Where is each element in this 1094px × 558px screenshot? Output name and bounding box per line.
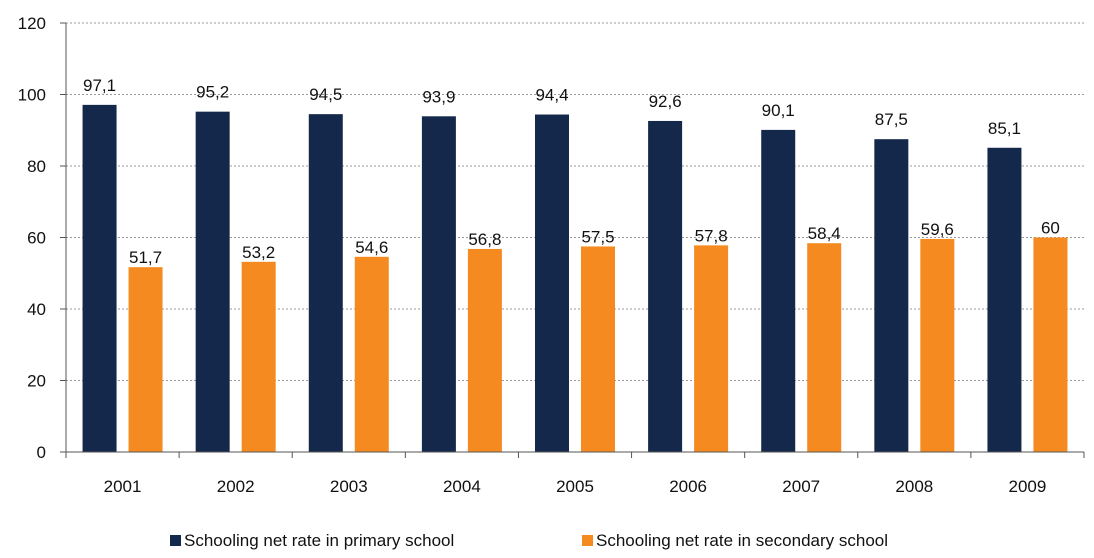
y-tick-label: 80 [27, 157, 46, 176]
legend-label: Schooling net rate in secondary school [596, 531, 888, 550]
data-label-primary: 93,9 [422, 87, 455, 106]
data-label-primary: 87,5 [875, 110, 908, 129]
bar-secondary [1033, 237, 1068, 452]
data-label-secondary: 53,2 [242, 243, 275, 262]
bar-primary [308, 114, 343, 452]
data-label-secondary: 51,7 [129, 248, 162, 267]
bar-primary [874, 139, 909, 452]
bar-secondary [241, 261, 276, 452]
bar-secondary [581, 246, 615, 452]
x-tick-label: 2002 [217, 477, 255, 496]
axis-layer: 0 20 40 60 80 100 120 [18, 14, 1085, 462]
data-label-primary: 97,1 [83, 76, 116, 95]
data-label-secondary: 57,5 [581, 227, 614, 246]
data-label-secondary: 60 [1041, 219, 1060, 238]
grid-layer [66, 22, 1084, 381]
y-tick-label: 60 [27, 229, 46, 248]
data-label-secondary: 56,8 [468, 230, 501, 249]
x-tick-label: 2001 [104, 477, 142, 496]
legend-swatch [170, 535, 181, 546]
data-label-primary: 92,6 [649, 92, 682, 111]
bar-secondary [128, 267, 163, 452]
data-label-secondary: 59,6 [921, 220, 954, 239]
bar-primary [987, 147, 1022, 452]
x-tick-label: 2008 [895, 477, 933, 496]
legend: Schooling net rate in primary school Scho… [170, 531, 888, 550]
data-label-secondary: 58,4 [808, 224, 841, 243]
bar-primary [535, 114, 569, 453]
legend-swatch [582, 535, 593, 546]
y-tick-label: 40 [27, 300, 46, 319]
data-label-primary: 85,1 [988, 119, 1021, 138]
label-layer: 2001 97,1 51,7 2002 95,2 53,2 2003 94,5 54,6 2004… [83, 76, 1060, 496]
bar-secondary [354, 256, 389, 452]
data-label-secondary: 54,6 [355, 238, 388, 257]
bar-secondary [920, 238, 955, 452]
y-tick-label: 20 [27, 372, 46, 391]
x-tick-label: 2006 [669, 477, 707, 496]
x-tick-label: 2005 [556, 477, 594, 496]
data-label-primary: 90,1 [762, 101, 795, 120]
bar-primary [421, 116, 456, 453]
y-tick-label: 100 [18, 86, 46, 105]
x-tick-label: 2003 [330, 477, 368, 496]
bar-secondary [694, 245, 729, 452]
bar-secondary [807, 243, 842, 452]
legend-label: Schooling net rate in primary school [184, 531, 454, 550]
y-tick-label: 0 [37, 443, 46, 462]
x-tick-label: 2009 [1009, 477, 1047, 496]
data-label-primary: 94,5 [309, 85, 342, 104]
data-label-primary: 95,2 [196, 83, 229, 102]
bar-primary [195, 111, 230, 452]
data-label-primary: 94,4 [535, 86, 568, 105]
bar-primary [82, 104, 117, 453]
bar-layer [82, 104, 1068, 453]
bar-primary [648, 120, 683, 452]
data-label-secondary: 57,8 [695, 226, 728, 245]
x-tick-label: 2007 [782, 477, 820, 496]
bar-primary [761, 129, 796, 452]
x-tick-label: 2004 [443, 477, 481, 496]
y-tick-label: 120 [18, 14, 46, 33]
bar-secondary [467, 248, 502, 452]
